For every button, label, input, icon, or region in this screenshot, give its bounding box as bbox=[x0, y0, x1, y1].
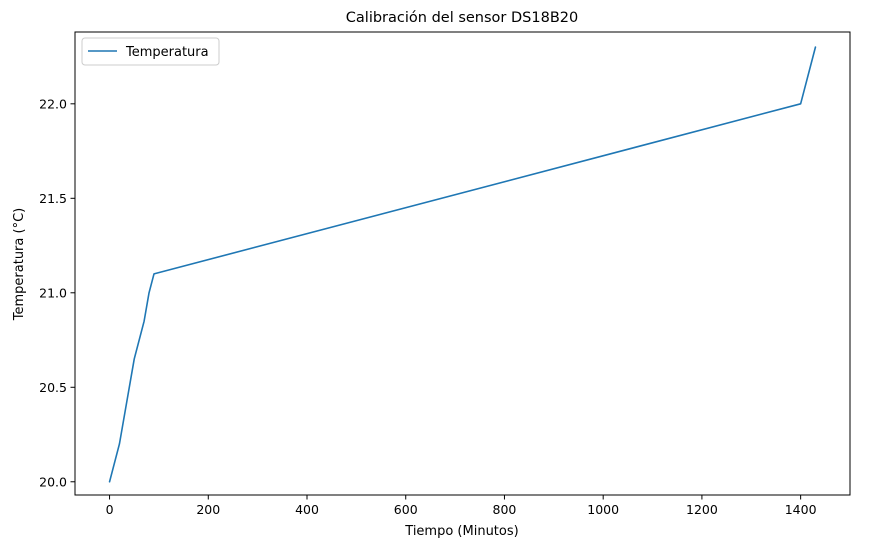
legend: Temperatura bbox=[81, 37, 220, 66]
series-layer bbox=[108, 46, 817, 483]
x-axis-label: Tiempo (Minutos) bbox=[404, 524, 518, 539]
x-tick-label: 1200 bbox=[686, 502, 718, 517]
y-tick-label: 20.5 bbox=[39, 380, 67, 395]
axes-frame bbox=[74, 31, 851, 496]
y-axis-label: Temperatura (°C) bbox=[12, 208, 27, 321]
x-axis-ticks: 0 200 400 600 800 1000 1200 1400 bbox=[106, 495, 817, 517]
x-tick-label: 200 bbox=[196, 502, 220, 517]
legend-label-temperatura: Temperatura bbox=[125, 45, 209, 60]
plot-area bbox=[74, 31, 851, 496]
x-tick-label: 800 bbox=[493, 502, 517, 517]
x-tick-label: 0 bbox=[106, 502, 114, 517]
legend-box bbox=[81, 37, 220, 66]
x-tick-label: 1400 bbox=[785, 502, 817, 517]
y-tick-label: 22.0 bbox=[39, 96, 67, 111]
x-tick-label: 600 bbox=[394, 502, 418, 517]
chart-title: Calibración del sensor DS18B20 bbox=[346, 10, 578, 26]
y-tick-label: 21.5 bbox=[39, 191, 67, 206]
y-tick-label: 20.0 bbox=[39, 474, 67, 489]
series-line-temperatura bbox=[108, 46, 817, 483]
x-tick-label: 400 bbox=[295, 502, 319, 517]
y-axis-ticks: 20.0 20.5 21.0 21.5 22.0 bbox=[39, 96, 75, 489]
y-tick-label: 21.0 bbox=[39, 285, 67, 300]
x-tick-label: 1000 bbox=[587, 502, 619, 517]
